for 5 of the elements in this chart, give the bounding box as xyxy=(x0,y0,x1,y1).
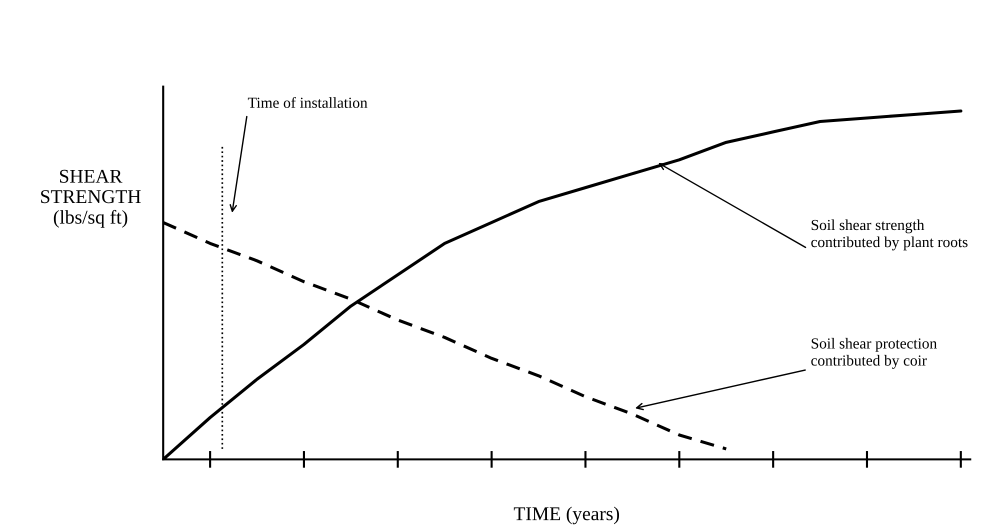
x-axis-title: TIME (years) xyxy=(514,506,620,524)
annotation: Soil shear strength contributed by plant roots xyxy=(811,219,968,250)
y-axis-title: SHEAR STRENGTH (lbs/sq ft) xyxy=(41,170,141,228)
text: Time of installation xyxy=(248,97,368,108)
annotation: Soil shear protection contributed by coir xyxy=(811,338,937,369)
